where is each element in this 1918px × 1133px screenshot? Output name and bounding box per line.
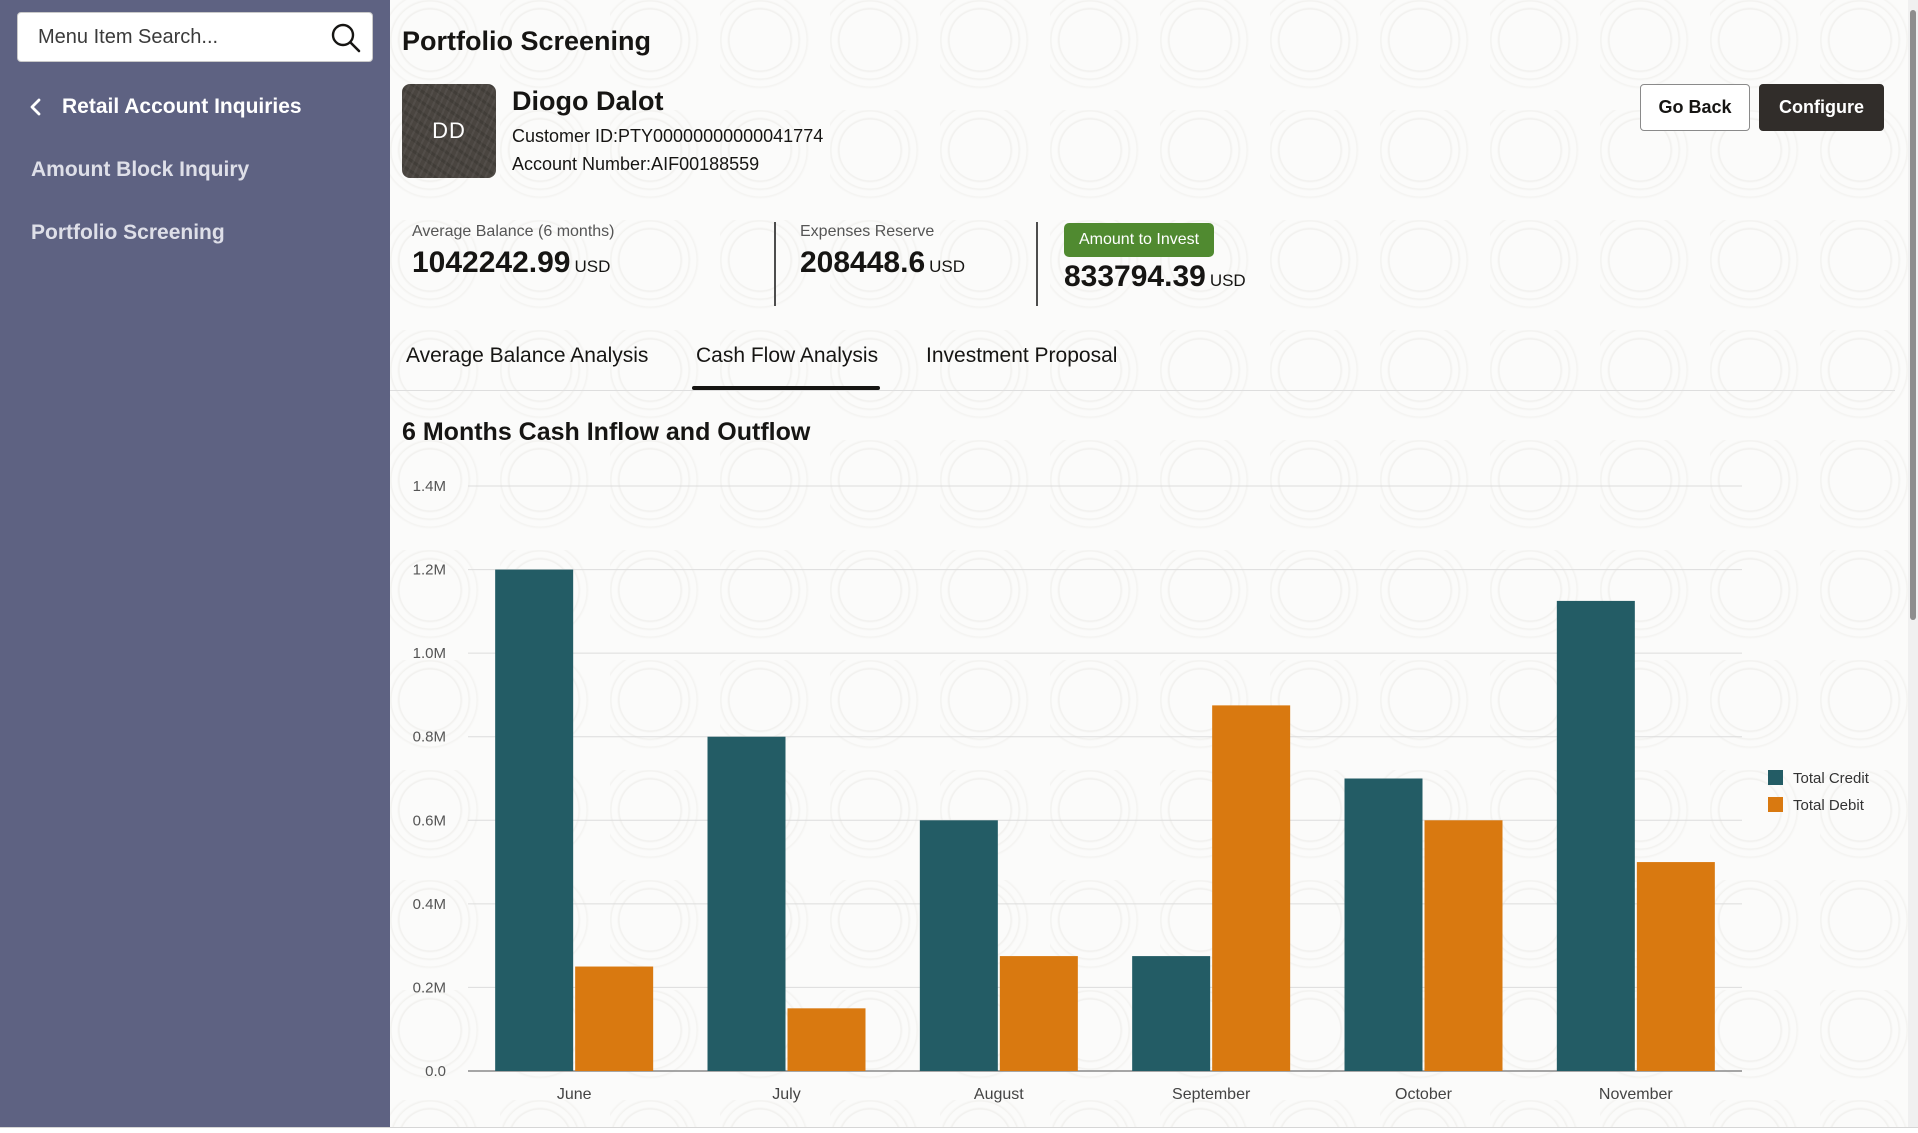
- bar-total-credit: [1132, 956, 1211, 1071]
- sidebar-item-amount-block-inquiry[interactable]: Amount Block Inquiry: [31, 158, 250, 181]
- bar-total-debit: [1636, 862, 1715, 1071]
- avatar: DD: [402, 84, 496, 178]
- bar-total-debit: [787, 1008, 866, 1071]
- x-tick-label: June: [557, 1086, 592, 1103]
- legend-swatch-credit: [1768, 770, 1783, 785]
- bar-total-debit: [1424, 820, 1503, 1071]
- scrollbar-thumb[interactable]: [1910, 10, 1916, 620]
- y-tick-label: 1.2M: [413, 562, 446, 579]
- bar-total-credit: [1344, 778, 1423, 1071]
- bar-total-debit: [999, 956, 1078, 1071]
- main-content: Portfolio Screening DD Diogo Dalot Custo…: [390, 0, 1918, 1127]
- customer-name: Diogo Dalot: [512, 86, 664, 116]
- bar-total-credit: [495, 569, 574, 1071]
- y-tick-label: 0.0: [425, 1063, 446, 1080]
- expenses-reserve-unit: USD: [929, 257, 966, 276]
- y-tick-label: 0.4M: [413, 896, 446, 913]
- x-tick-label: November: [1599, 1086, 1673, 1103]
- avg-balance-label: Average Balance (6 months): [412, 223, 615, 240]
- bar-total-debit: [1212, 705, 1291, 1071]
- metric-divider: [1036, 222, 1038, 306]
- customer-id: Customer ID:PTY00000000000041774: [512, 126, 824, 146]
- expenses-reserve-amount: 208448.6: [800, 246, 926, 279]
- x-tick-label: August: [974, 1086, 1024, 1103]
- amount-to-invest-badge: Amount to Invest: [1064, 223, 1215, 257]
- nav-back-label: Retail Account Inquiries: [62, 95, 302, 118]
- tab-average-balance-analysis[interactable]: Average Balance Analysis: [406, 344, 649, 367]
- bar-total-credit: [1556, 600, 1635, 1071]
- bar-total-credit: [919, 820, 998, 1071]
- page-title: Portfolio Screening: [402, 26, 652, 56]
- avg-balance-value: 1042242.99 USD: [412, 246, 610, 280]
- x-tick-label: September: [1172, 1086, 1251, 1103]
- avatar-initials: DD: [432, 118, 466, 143]
- chart-title: 6 Months Cash Inflow and Outflow: [402, 418, 811, 446]
- go-back-button[interactable]: Go Back: [1640, 84, 1750, 131]
- configure-button[interactable]: Configure: [1759, 84, 1884, 131]
- metric-divider: [774, 222, 776, 306]
- amount-to-invest-value: 833794.39 USD: [1064, 260, 1246, 294]
- chevron-left-icon: [30, 98, 41, 116]
- bar-total-debit: [575, 966, 654, 1071]
- account-number: Account Number:AIF00188559: [512, 154, 760, 174]
- y-tick-label: 0.6M: [413, 812, 446, 829]
- sidebar: Retail Account Inquiries Amount Block In…: [0, 0, 390, 1127]
- bottom-edge: [0, 1127, 1918, 1133]
- legend-label-debit: Total Debit: [1793, 797, 1865, 814]
- x-tick-label: October: [1395, 1086, 1453, 1103]
- avg-balance-unit: USD: [574, 257, 611, 276]
- nav-back-retail-account-inquiries[interactable]: Retail Account Inquiries: [28, 90, 302, 124]
- avg-balance-amount: 1042242.99: [412, 246, 571, 279]
- search-icon[interactable]: [330, 22, 362, 54]
- y-tick-label: 0.8M: [413, 729, 446, 746]
- expenses-reserve-value: 208448.6 USD: [800, 246, 965, 280]
- legend-label-credit: Total Credit: [1793, 770, 1870, 787]
- menu-search-box: [17, 12, 373, 62]
- active-tab-indicator: [692, 386, 880, 390]
- expenses-reserve-label: Expenses Reserve: [800, 223, 935, 240]
- y-tick-label: 1.0M: [413, 645, 446, 662]
- amount-to-invest-unit: USD: [1209, 271, 1246, 290]
- scrollbar[interactable]: [1908, 0, 1918, 1127]
- menu-search-input[interactable]: [18, 13, 318, 61]
- sidebar-item-portfolio-screening[interactable]: Portfolio Screening: [31, 221, 225, 244]
- x-tick-label: July: [772, 1086, 800, 1103]
- tab-investment-proposal[interactable]: Investment Proposal: [926, 344, 1118, 367]
- tabs-divider: [390, 390, 1895, 391]
- amount-to-invest-amount: 833794.39: [1064, 260, 1206, 293]
- tab-cash-flow-analysis[interactable]: Cash Flow Analysis: [696, 344, 879, 367]
- bar-total-credit: [707, 736, 786, 1071]
- y-tick-label: 1.4M: [413, 478, 446, 495]
- cash-flow-chart: 0.0 0.2M 0.4M 0.6M 0.8M 1.0M 1.2M 1.4M June July A…: [413, 478, 1870, 1103]
- legend-swatch-debit: [1768, 797, 1783, 812]
- y-tick-label: 0.2M: [413, 979, 446, 996]
